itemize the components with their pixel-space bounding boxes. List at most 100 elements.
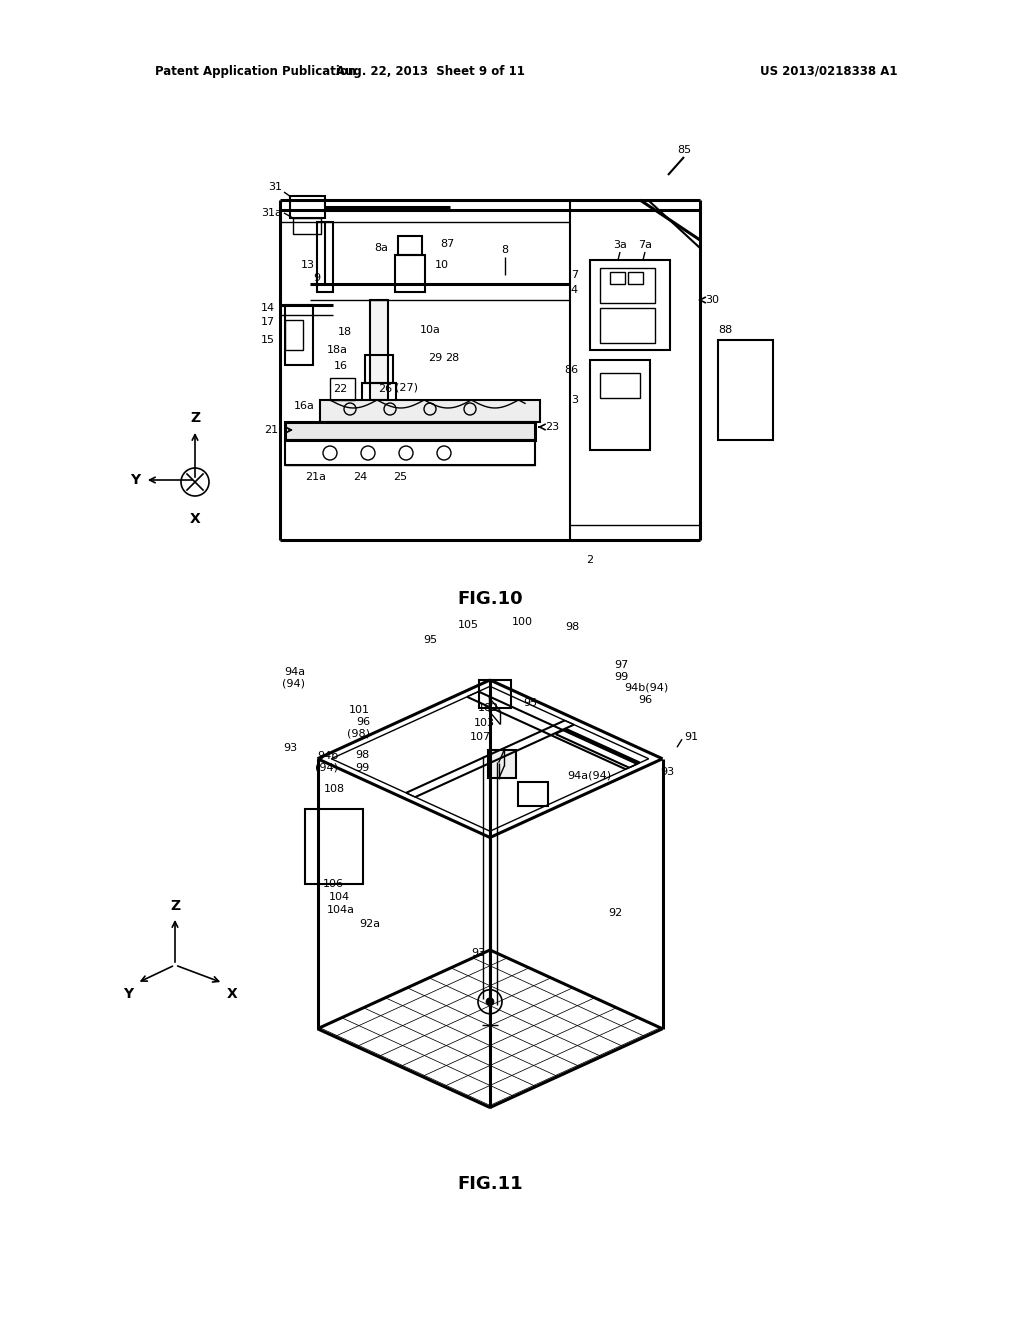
Bar [600, 308, 655, 343]
Text: 94a: 94a [284, 667, 305, 677]
Text: Z: Z [170, 899, 180, 913]
Bar [285, 422, 535, 440]
Text: 18a: 18a [327, 345, 348, 355]
Text: 107: 107 [470, 733, 492, 742]
Text: 7a: 7a [638, 240, 652, 249]
Text: 99: 99 [355, 763, 370, 774]
Text: 30: 30 [705, 294, 719, 305]
Text: 24: 24 [353, 473, 368, 482]
Text: Patent Application Publication: Patent Application Publication [155, 65, 356, 78]
Text: Aug. 22, 2013  Sheet 9 of 11: Aug. 22, 2013 Sheet 9 of 11 [336, 65, 524, 78]
Text: 16a: 16a [294, 401, 315, 411]
Circle shape [486, 998, 494, 1006]
Bar [285, 319, 303, 350]
Bar [317, 222, 333, 292]
Text: 88: 88 [718, 325, 732, 335]
Text: 9: 9 [313, 273, 319, 282]
Text: 94a(94): 94a(94) [567, 771, 611, 781]
Text: 106: 106 [323, 879, 344, 888]
Text: X: X [189, 512, 201, 525]
Bar [600, 374, 640, 399]
Text: X: X [227, 987, 238, 1001]
Text: 2: 2 [587, 554, 594, 565]
Bar [330, 378, 355, 400]
Text: 28: 28 [445, 352, 459, 363]
Text: 104: 104 [329, 892, 350, 902]
Text: 18: 18 [338, 327, 352, 337]
Text: 23: 23 [545, 422, 559, 432]
Bar [479, 680, 511, 708]
Text: 8a: 8a [374, 243, 388, 253]
Text: 100: 100 [512, 616, 532, 627]
Text: 91: 91 [684, 733, 698, 742]
Text: Z: Z [189, 411, 200, 425]
Text: 93: 93 [283, 743, 297, 752]
Text: 14: 14 [261, 304, 275, 313]
Text: 93: 93 [660, 767, 674, 777]
Text: 103: 103 [474, 718, 495, 729]
Bar [610, 272, 625, 284]
Text: 95: 95 [523, 698, 538, 708]
Bar [600, 268, 655, 304]
Bar [290, 195, 325, 218]
Text: 105: 105 [458, 620, 478, 630]
Text: 94b: 94b [316, 751, 338, 762]
Bar [370, 300, 388, 400]
Text: 4: 4 [570, 285, 578, 294]
Text: 97: 97 [614, 660, 629, 671]
Text: 96: 96 [638, 696, 652, 705]
Bar [365, 355, 393, 383]
Bar [293, 218, 321, 234]
Text: 21: 21 [264, 425, 278, 436]
Text: 26: 26 [378, 384, 392, 393]
Text: 99: 99 [614, 672, 629, 682]
Text: US 2013/0218338 A1: US 2013/0218338 A1 [760, 65, 897, 78]
Text: 16: 16 [334, 360, 348, 371]
Text: (98): (98) [347, 729, 370, 739]
Text: FIG.10: FIG.10 [457, 590, 523, 609]
Text: 87: 87 [440, 239, 455, 249]
Text: 21a: 21a [305, 473, 327, 482]
Text: 15: 15 [261, 335, 275, 345]
Text: 94b(94): 94b(94) [624, 682, 669, 693]
Text: 13: 13 [301, 260, 315, 271]
Text: 31a: 31a [261, 209, 282, 218]
Bar [590, 360, 650, 450]
Text: (94): (94) [315, 763, 338, 774]
Bar [487, 750, 515, 779]
Text: 86: 86 [564, 366, 578, 375]
Text: 92: 92 [608, 908, 623, 917]
Bar [362, 383, 396, 403]
Bar [285, 305, 313, 366]
Text: 3: 3 [571, 395, 578, 405]
Text: (94): (94) [282, 678, 305, 689]
Bar [718, 341, 773, 440]
Text: 101: 101 [349, 705, 370, 715]
Text: 93: 93 [471, 948, 485, 958]
Text: 95: 95 [423, 635, 437, 645]
Bar [285, 440, 535, 465]
Text: 102: 102 [478, 704, 499, 713]
Text: 96: 96 [356, 717, 370, 727]
Text: 25: 25 [393, 473, 408, 482]
Bar [590, 260, 670, 350]
Text: 29: 29 [428, 352, 442, 363]
Text: 10: 10 [435, 260, 449, 271]
Text: Y: Y [130, 473, 140, 487]
Text: Y: Y [123, 987, 133, 1001]
Bar [319, 400, 540, 422]
Text: 7: 7 [570, 271, 578, 280]
Text: 8: 8 [502, 246, 509, 255]
Bar [395, 255, 425, 292]
Text: 108: 108 [325, 784, 345, 795]
Text: 3a: 3a [613, 240, 627, 249]
Bar [398, 236, 422, 255]
Text: 98: 98 [565, 622, 580, 632]
Text: 10a: 10a [420, 325, 441, 335]
Text: 22: 22 [333, 384, 347, 393]
Text: 98: 98 [355, 750, 370, 760]
Bar [518, 781, 548, 805]
Text: 17: 17 [261, 317, 275, 327]
Text: (27): (27) [394, 383, 418, 393]
Text: 104a: 104a [327, 906, 355, 915]
